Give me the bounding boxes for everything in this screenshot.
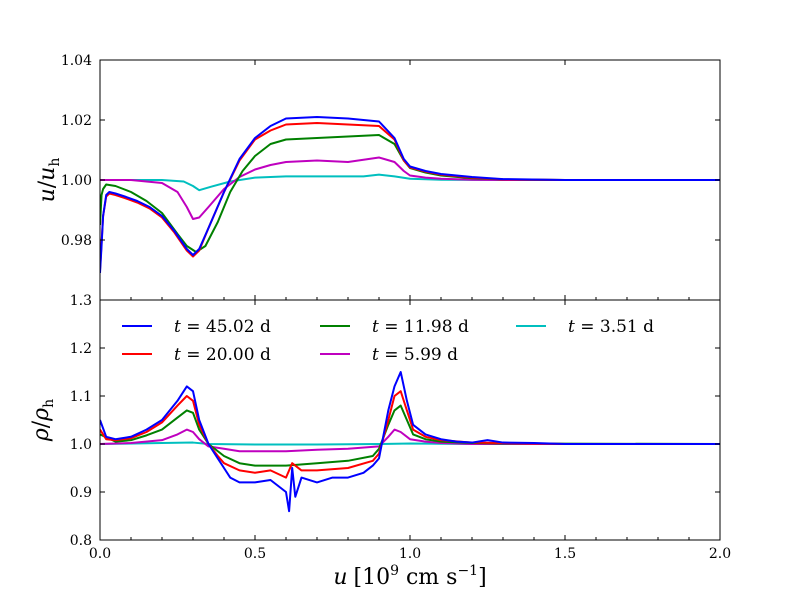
series-line-t-45-02-d [100,371,720,513]
x-tick-label: 1.5 [554,546,576,562]
legend: t = 45.02 d t = 11.98 d t = 3.51 d t = 20.0… [122,317,654,365]
bottom-series-group [100,371,720,513]
bottom-panel: 0.8 0.9 1.0 1.1 1.2 1.3 0.0 0.5 1.0 1.5 2.0 ρ/ρh u… [29,293,731,590]
x-tick-label: 2.0 [709,546,731,562]
top-y-axis-label: u/uh [35,158,63,203]
legend-label: t = 3.51 d [568,317,654,337]
y-tick-label: 1.0 [70,437,92,453]
bottom-axes-frame [99,299,721,541]
y-tick-label: 0.8 [70,533,92,549]
y-tick-label: 1.04 [61,53,92,69]
x-tick-label: 1.0 [399,546,421,562]
series-line-t-45-02-d [100,116,720,274]
series-line-t-11-98-d [100,404,720,467]
x-tick-label: 0.0 [89,546,111,562]
x-tick-label: 0.5 [244,546,266,562]
legend-label: t = 11.98 d [372,317,469,337]
legend-label: t = 5.99 d [372,345,458,365]
y-tick-label: 1.2 [70,341,92,357]
x-axis-label: u [109 cm s−1] [333,563,486,590]
bottom-y-axis-label: ρ/ρh [29,399,57,442]
legend-label: t = 20.00 d [174,345,271,365]
y-tick-label: 1.3 [70,293,92,309]
legend-label: t = 45.02 d [174,317,271,337]
y-tick-label: 0.9 [70,485,92,501]
bottom-ticks: 0.8 0.9 1.0 1.1 1.2 1.3 0.0 0.5 1.0 1.5 2.0 [70,293,731,562]
series-line-t-5-99-d [100,156,720,220]
series-line-t-3-51-d [100,173,720,192]
y-tick-label: 1.1 [70,389,92,405]
series-line-t-20-00-d [100,390,720,479]
y-tick-label: 1.02 [61,113,92,129]
series-line-t-5-99-d [100,428,720,453]
y-tick-label: 1.00 [61,173,92,189]
top-series-group [100,116,720,274]
y-tick-label: 0.98 [61,233,92,249]
top-panel: 0.98 1.00 1.02 1.04 u/uh [35,53,721,301]
